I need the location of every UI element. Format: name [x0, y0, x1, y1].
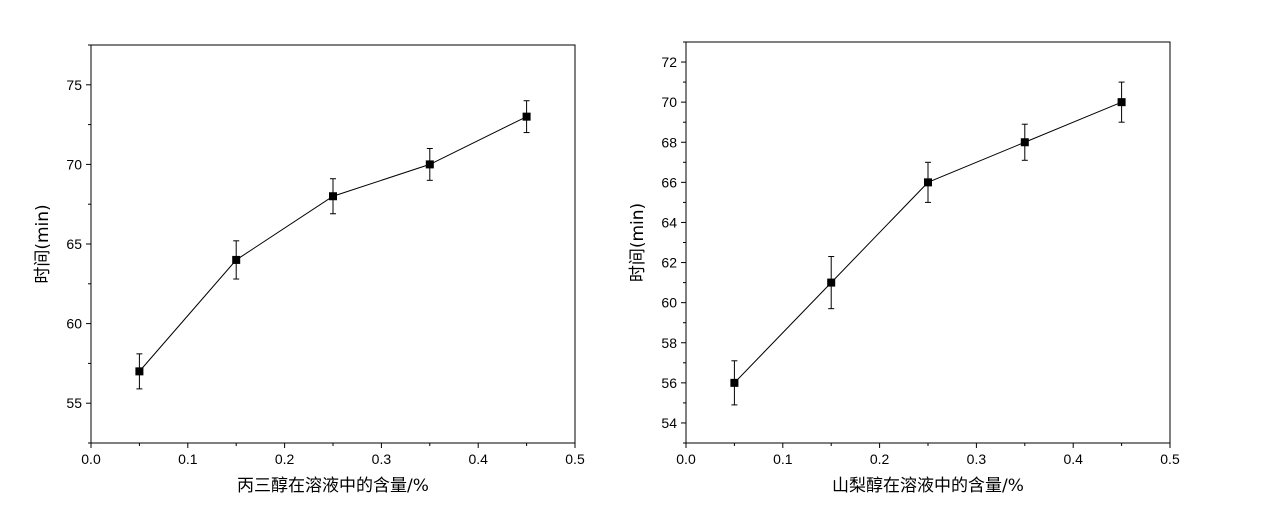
- chart-glycerol: 0.0 0.1 0.2 0.3 0.4 0.5 55 60 65 70 75 丙三醇在溶液中的含量/%…: [33, 44, 585, 496]
- y-tick-label: 58: [661, 335, 677, 351]
- y-axis-label: 时间(min): [628, 203, 648, 282]
- y-tick-label: 70: [66, 156, 82, 172]
- data-point: [329, 192, 337, 201]
- data-point: [730, 378, 739, 387]
- x-tick-label: 0.4: [1063, 451, 1083, 467]
- y-tick-label: 75: [66, 77, 82, 93]
- data-point: [135, 367, 144, 376]
- chart-sorbitol: 0.0 0.1 0.2 0.3 0.4 0.5 54 56 58 60 62 64 66 68 70 72 山梨…: [628, 41, 1180, 496]
- y-tick-label: 72: [661, 54, 677, 70]
- y-tick-label: 68: [661, 134, 677, 150]
- x-tick-label: 0.0: [676, 451, 696, 467]
- y-tick-label: 65: [66, 236, 82, 252]
- x-tick-label: 0.2: [870, 451, 890, 467]
- data-point: [425, 160, 434, 169]
- x-axis-label: 山梨醇在溶液中的含量/%: [832, 476, 1024, 496]
- x-axis-label: 丙三醇在溶液中的含量/%: [237, 476, 429, 496]
- y-axis-label: 时间(min): [33, 204, 53, 283]
- series-line: [139, 116, 527, 372]
- plot-frame: [90, 44, 576, 444]
- y-tick-label: 60: [661, 295, 677, 311]
- y-tick-label: 64: [661, 214, 677, 230]
- x-tick-label: 0.5: [565, 451, 585, 467]
- x-tick-label: 0.1: [178, 451, 198, 467]
- y-tick-label: 66: [661, 174, 677, 190]
- data-point: [827, 278, 836, 287]
- plot-frame: [685, 41, 1171, 444]
- data-point: [1117, 98, 1126, 107]
- y-tick-label: 56: [661, 375, 677, 391]
- data-point: [522, 112, 531, 121]
- data-point: [924, 178, 932, 187]
- x-tick-label: 0.0: [81, 451, 101, 467]
- y-tick-label: 54: [661, 415, 677, 431]
- x-tick-label: 0.3: [372, 451, 392, 467]
- data-point: [232, 255, 241, 264]
- x-tick-label: 0.3: [967, 451, 987, 467]
- y-tick-label: 62: [661, 255, 677, 271]
- y-tick-label: 60: [66, 316, 82, 332]
- data-point: [1020, 138, 1029, 147]
- series-line: [734, 101, 1122, 384]
- x-tick-label: 0.4: [468, 451, 488, 467]
- x-tick-label: 0.1: [773, 451, 793, 467]
- y-tick-label: 55: [66, 395, 82, 411]
- x-tick-label: 0.5: [1160, 451, 1180, 467]
- y-tick-label: 70: [661, 94, 677, 110]
- x-tick-label: 0.2: [275, 451, 295, 467]
